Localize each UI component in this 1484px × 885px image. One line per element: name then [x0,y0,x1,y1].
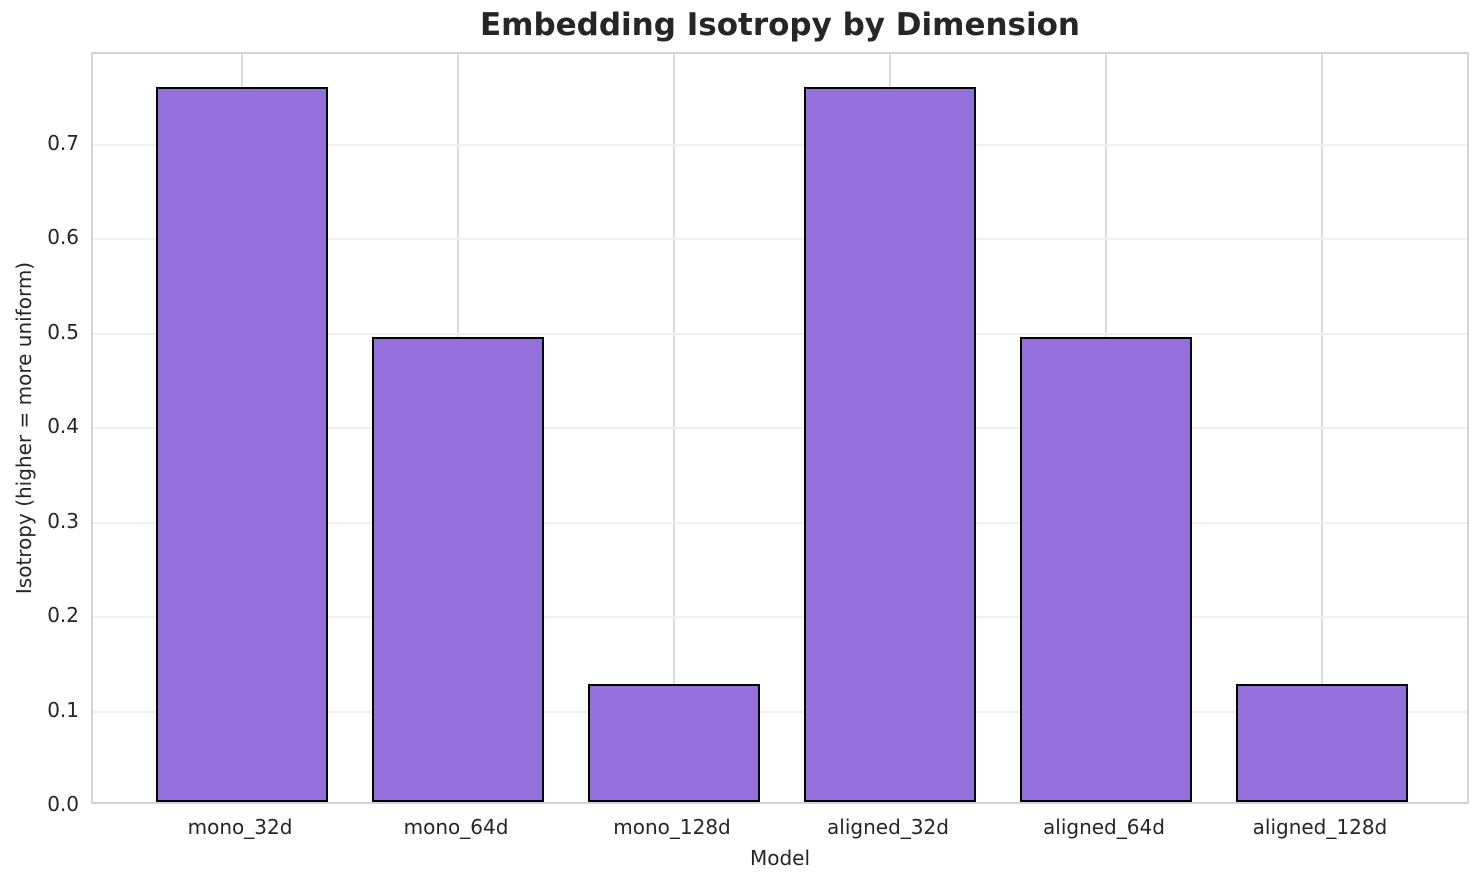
gridline-h [93,332,1467,335]
gridline-h [93,710,1467,713]
bar-mono_64d [371,337,545,802]
gridline-h [93,238,1467,241]
bar-mono_32d [155,86,329,802]
gridline-h [93,616,1467,619]
y-tick-label: 0.0 [47,792,79,816]
plot-area [91,52,1469,804]
y-tick-label: 0.3 [47,508,79,533]
bar-aligned_32d [803,86,977,802]
y-tick-label: 0.1 [47,697,79,722]
x-tick-label-mono_64d: mono_64d [403,815,509,839]
bar-aligned_128d [1235,683,1409,802]
x-tick-label-aligned_64d: aligned_64d [1043,815,1165,839]
x-axis-label: Model [749,846,811,870]
gridline-h [93,521,1467,524]
y-tick-label: 0.5 [47,319,79,344]
y-tick-label: 0.7 [47,130,79,155]
gridline-h [93,143,1467,146]
y-tick-label: 0.2 [47,603,79,628]
y-tick-label: 0.4 [47,414,79,439]
bar-mono_128d [587,683,761,802]
x-tick-label-mono_32d: mono_32d [187,815,293,839]
x-tick-label-mono_128d: mono_128d [613,815,731,839]
bar-aligned_64d [1019,337,1193,802]
x-tick-label-aligned_128d: aligned_128d [1252,815,1388,839]
y-tick-label: 0.6 [47,225,79,250]
chart-title: Embedding Isotropy by Dimension [479,7,1081,43]
gridline-h [93,427,1467,430]
x-tick-label-aligned_32d: aligned_32d [827,815,949,839]
